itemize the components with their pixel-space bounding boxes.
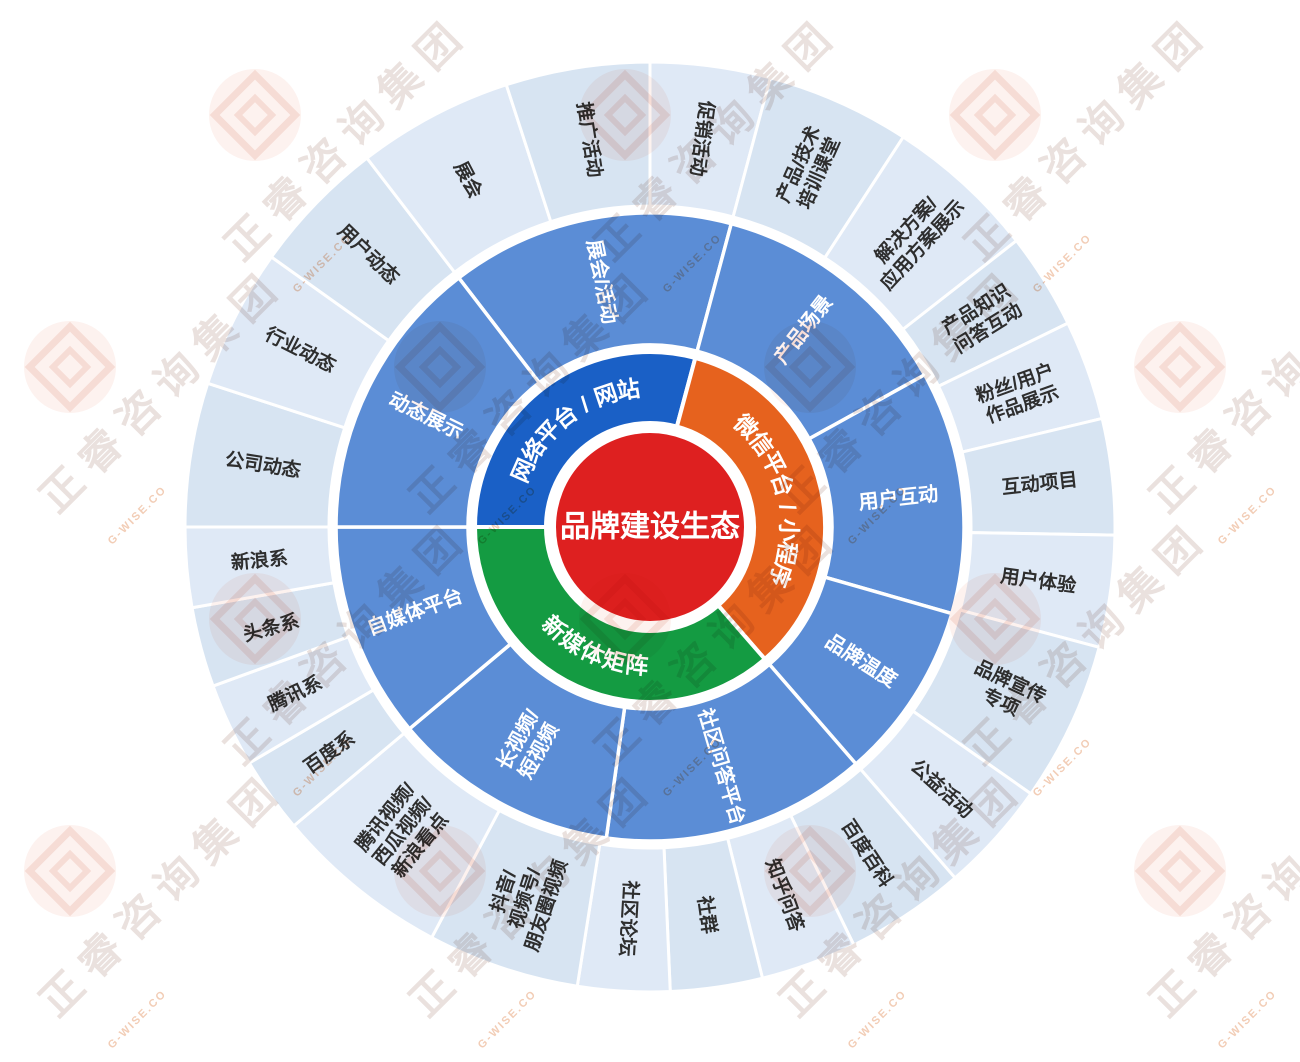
ring2-segment-0 — [457, 211, 734, 385]
ring1-label-1: / — [774, 502, 801, 513]
ring1-label-0: 站 — [615, 375, 642, 404]
ring1-segment-0 — [473, 350, 698, 529]
ring1-label-1: 小 — [776, 518, 803, 542]
ring1-label-1: 程 — [772, 539, 802, 566]
ring1-label-2: 阵 — [624, 651, 649, 679]
ring1-segment-1 — [674, 355, 827, 662]
ring2-segment-4 — [604, 662, 858, 843]
center-title: 品牌建设生态 — [560, 511, 740, 544]
